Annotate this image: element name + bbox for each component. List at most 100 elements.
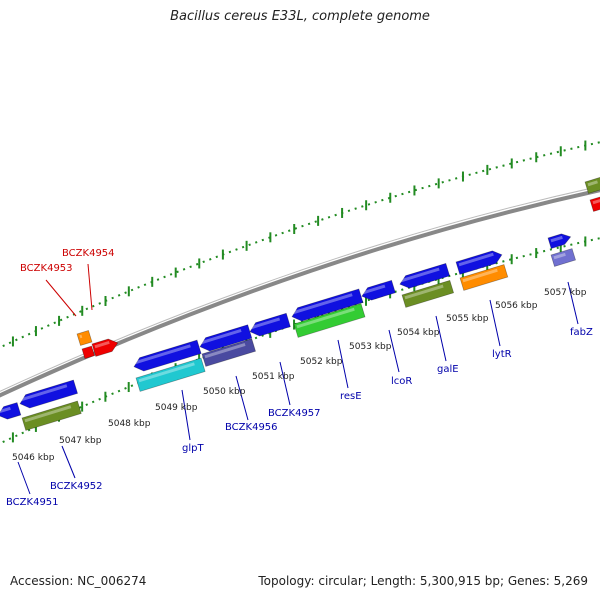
cds-5053-shine bbox=[362, 284, 386, 295]
scale-label: 5054 kbp bbox=[397, 328, 440, 338]
gene-label-bczk4957: BCZK4957 bbox=[268, 408, 321, 419]
gene-label-bczk4951: BCZK4951 bbox=[6, 497, 59, 508]
feature-small-red-body bbox=[81, 345, 95, 360]
map-title: Bacillus cereus E33L, complete genome bbox=[170, 9, 430, 24]
feature-edge-olive-body bbox=[584, 175, 600, 194]
leader-line-bczk4952 bbox=[61, 445, 76, 479]
feature-galE bbox=[401, 279, 455, 308]
cds-5055-shine bbox=[458, 252, 494, 267]
gene-label-fabz: fabZ bbox=[570, 327, 593, 338]
cds-5054-body bbox=[399, 262, 451, 289]
feature-galE-body bbox=[401, 279, 455, 308]
feature-bczk4956-body bbox=[201, 338, 256, 367]
gene-label-layer: BCZK4951 BCZK4952 glpT BCZK4956 BCZK4957 resE… bbox=[6, 248, 593, 508]
scale-label: 5057 kbp bbox=[544, 288, 587, 298]
scale-label: 5052 kbp bbox=[300, 357, 343, 367]
cds-5051-shine bbox=[250, 317, 281, 330]
feature-edge-red-body bbox=[589, 193, 600, 212]
cds-5054-shine bbox=[400, 267, 440, 283]
cds-5052-shine bbox=[292, 293, 353, 315]
cds-5052 bbox=[291, 288, 364, 322]
cds-5049-shine bbox=[134, 344, 191, 365]
gene-label-bczk4952: BCZK4952 bbox=[50, 481, 103, 492]
cds-5050 bbox=[199, 324, 253, 352]
feature-glpT bbox=[135, 357, 206, 392]
feature-fabZ-shine bbox=[553, 252, 566, 260]
feature-bczk4956 bbox=[201, 338, 256, 367]
gene-label-bczk4954: BCZK4954 bbox=[62, 248, 115, 259]
feature-lytR-shine bbox=[462, 268, 498, 283]
tick-dots-layer bbox=[0, 140, 600, 445]
scale-label: 5055 kbp bbox=[446, 314, 489, 324]
leader-line-glpt bbox=[181, 389, 191, 441]
gene-label-lcor: lcoR bbox=[391, 376, 412, 387]
scale-label: 5053 kbp bbox=[349, 342, 392, 352]
leader-line-lytr bbox=[489, 299, 501, 347]
cds-bczk4950-body bbox=[19, 379, 78, 409]
cds-bczk4951-shine bbox=[0, 406, 11, 414]
cds-5057-body bbox=[547, 233, 572, 249]
gene-label-gale: galE bbox=[437, 364, 459, 375]
feature-bczk4954 bbox=[91, 338, 119, 357]
scale-label: 5046 kbp bbox=[12, 453, 55, 463]
feature-bczk4956-shine bbox=[204, 343, 246, 359]
cds-5051 bbox=[249, 312, 291, 337]
feature-bczk4954-body bbox=[91, 338, 119, 357]
gene-label-rese: resE bbox=[340, 391, 362, 402]
feature-fabZ bbox=[550, 248, 576, 267]
backbone-layer bbox=[0, 185, 600, 398]
scale-label: 5047 kbp bbox=[59, 436, 102, 446]
feature-galE-shine bbox=[404, 284, 444, 300]
cds-bczk4951-body bbox=[0, 402, 22, 420]
feature-small-red bbox=[81, 345, 95, 360]
scale-label: 5048 kbp bbox=[108, 419, 151, 429]
accession-label: Accession: NC_006274 bbox=[10, 574, 147, 588]
feature-bczk4953-shine bbox=[79, 334, 83, 339]
cds-bczk4950-shine bbox=[20, 384, 68, 402]
feature-lytR bbox=[459, 264, 509, 291]
feature-edge-red-shine bbox=[592, 198, 600, 205]
leader-line-lcor bbox=[388, 329, 400, 373]
cds-bczk4950 bbox=[19, 379, 78, 409]
feature-edge-olive bbox=[584, 175, 600, 194]
leader-line-bczk4956 bbox=[235, 375, 249, 421]
feature-lytR-body bbox=[459, 264, 509, 291]
cds-5057 bbox=[547, 233, 572, 249]
cds-5050-body bbox=[199, 324, 253, 352]
feature-resE-body bbox=[293, 303, 366, 338]
cds-5057-shine bbox=[550, 235, 563, 243]
feature-bczk4952 bbox=[21, 400, 82, 431]
feature-bczk4953-body bbox=[76, 330, 93, 346]
genome-backbone bbox=[0, 188, 600, 398]
genome-backbone-highlight bbox=[0, 185, 600, 392]
leader-line-bczk4954 bbox=[87, 263, 93, 311]
cds-5051-body bbox=[249, 312, 291, 337]
cds-bczk4951 bbox=[0, 402, 22, 420]
cds-5055-body bbox=[455, 250, 503, 275]
feature-edge-red bbox=[589, 193, 600, 212]
gene-label-bczk4956: BCZK4956 bbox=[225, 422, 278, 433]
feature-bczk4952-body bbox=[21, 400, 82, 431]
scale-label-layer: 5046 kbp 5047 kbp 5048 kbp 5049 kbp 5050 kbp… bbox=[12, 288, 587, 463]
feature-bczk4952-shine bbox=[24, 405, 72, 423]
gene-label-glpt: glpT bbox=[182, 443, 204, 454]
gene-label-lytr: lytR bbox=[492, 349, 512, 360]
feature-edge-olive-shine bbox=[587, 180, 598, 187]
cds-5049 bbox=[133, 339, 202, 372]
scale-label: 5051 kbp bbox=[252, 372, 295, 382]
feature-bczk4954-shine bbox=[94, 340, 110, 349]
feature-glpT-shine bbox=[138, 362, 195, 383]
feature-fabZ-body bbox=[550, 248, 576, 267]
leader-line-bczk4953 bbox=[45, 279, 77, 317]
leader-line-bczk4957 bbox=[279, 361, 291, 406]
cds-5053 bbox=[361, 279, 396, 301]
leader-line-fabz bbox=[567, 281, 579, 325]
scale-label: 5056 kbp bbox=[495, 301, 538, 311]
leader-line-bczk4951 bbox=[17, 461, 31, 495]
feature-layer bbox=[0, 175, 600, 431]
cds-5049-body bbox=[133, 339, 202, 372]
feature-resE bbox=[293, 303, 366, 338]
cds-5054 bbox=[399, 262, 451, 289]
scale-label: 5050 kbp bbox=[203, 387, 246, 397]
